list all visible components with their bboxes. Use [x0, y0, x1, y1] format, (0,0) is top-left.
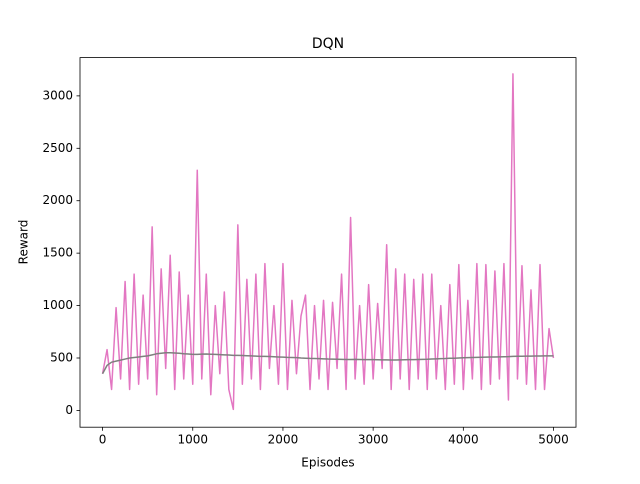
- y-tick-label: 500: [50, 350, 73, 364]
- x-tick-label: 4000: [448, 433, 479, 447]
- y-tick-label: 2500: [42, 141, 73, 155]
- data-line: [101, 352, 554, 375]
- chart-title: DQN: [312, 36, 344, 52]
- y-tick-label: 1500: [42, 246, 73, 260]
- data-line: [101, 73, 555, 411]
- y-tick-label: 2000: [42, 193, 73, 207]
- y-tick-label: 0: [65, 403, 73, 417]
- x-tick-label: 0: [99, 433, 107, 447]
- x-tick-label: 1000: [177, 433, 208, 447]
- y-tick-label: 3000: [42, 88, 73, 102]
- plot-frame: [79, 57, 577, 428]
- y-axis-label: Reward: [17, 220, 31, 265]
- x-tick-label: 3000: [358, 433, 389, 447]
- y-tick-label: 1000: [42, 298, 73, 312]
- x-tick-label: 5000: [538, 433, 569, 447]
- x-tick-label: 2000: [268, 433, 299, 447]
- x-axis-label: Episodes: [301, 456, 354, 470]
